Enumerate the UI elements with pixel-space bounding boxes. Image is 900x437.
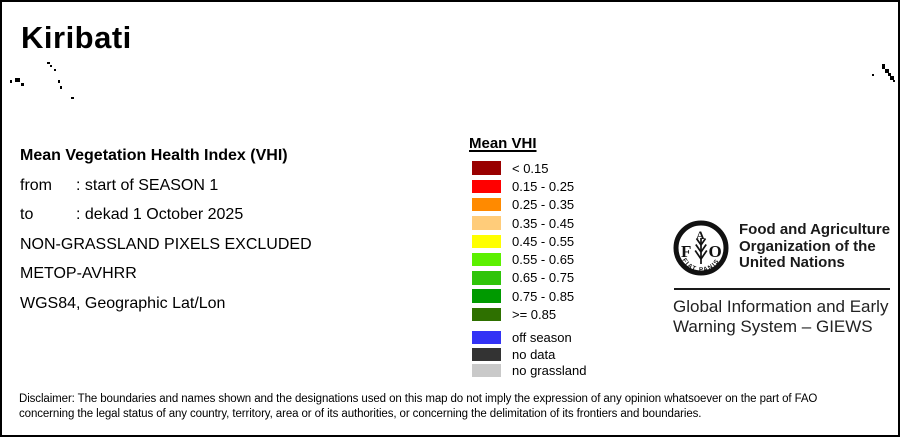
legend-swatch [472,252,501,267]
island-dot [890,76,894,80]
legend-label: 0.75 - 0.85 [512,288,575,304]
island-dot [10,80,12,83]
legend-label: 0.45 - 0.55 [512,233,575,249]
island-dot [60,86,62,89]
legend-swatch [472,179,501,194]
legend-class-rows: < 0.15 0.15 - 0.25 0.25 - 0.35 0.35 - 0.45 0… [472,159,586,324]
giews-line: Warning System – GIEWS [673,316,873,336]
legend-row: no grassland [472,362,586,378]
legend-label: no data [512,346,556,362]
fao-letter-o: O [709,242,722,261]
legend-label: 0.15 - 0.25 [512,178,575,194]
legend-label: >= 0.85 [512,307,557,323]
legend-swatch [472,234,501,249]
island-dot [47,62,50,64]
page-title: Kiribati [21,20,132,55]
legend-row: 0.55 - 0.65 [472,250,586,268]
vhi-heading: Mean Vegetation Health Index (VHI) [20,147,288,164]
island-dot [885,69,889,73]
island-dot [872,74,874,76]
island-dot [15,78,20,82]
legend-swatch [472,216,501,230]
from-value: : start of SEASON 1 [76,176,219,194]
island-dot [54,69,56,71]
legend-row: 0.25 - 0.35 [472,196,586,214]
legend-swatch [472,161,501,175]
giews-subtitle: Global Information and Early Warning Sys… [673,297,888,336]
island-dot [888,73,891,76]
wheat-icon [694,238,708,264]
vhi-legend: Mean VHI < 0.15 0.15 - 0.25 0.25 - 0.35 0.3… [469,135,586,379]
fao-logo-icon: F O A FIAT PANIS [673,220,729,276]
legend-title: Mean VHI [469,135,537,152]
fao-name-line: Food and Agriculture [739,221,891,238]
info-line-sensor: METOP-AVHRR [20,265,137,282]
map-info-block: Mean Vegetation Health Index (VHI) from:… [20,141,312,318]
fao-name-line: United Nations [739,254,845,271]
info-line-projection: WGS84, Geographic Lat/Lon [20,294,226,312]
island-dot [882,64,885,69]
info-row-from: from : start of SEASON 1 [20,171,312,201]
fao-letter-f: F [681,242,691,261]
legend-row: 0.15 - 0.25 [472,177,586,195]
fao-name-line: Organization of the [739,237,876,255]
legend-label: 0.35 - 0.45 [512,215,575,231]
legend-row: 0.35 - 0.45 [472,214,586,232]
legend-label: off season [512,330,572,346]
to-value: : dekad 1 October 2025 [76,206,244,223]
org-divider [674,288,890,290]
legend-swatch [472,364,501,378]
from-label: from [20,176,52,194]
legend-swatch [472,307,501,322]
island-dot [21,83,24,86]
island-dot [50,65,52,67]
legend-row: 0.75 - 0.85 [472,287,586,305]
legend-label: 0.65 - 0.75 [512,270,575,286]
fao-name: Food and Agriculture Organization of the… [739,221,891,272]
legend-row: off season [472,330,586,346]
island-dot [893,80,895,82]
island-dot [58,80,60,83]
disclaimer-line-2: concerning the legal status of any count… [19,407,702,420]
legend-swatch [472,271,501,285]
legend-swatch [472,331,501,345]
legend-row: 0.65 - 0.75 [472,269,586,287]
info-line-pixels: NON-GRASSLAND PIXELS EXCLUDED [20,235,312,253]
legend-status-rows: off season no data no grassland [472,330,586,379]
legend-row: no data [472,346,586,362]
to-label: to [20,206,34,223]
disclaimer: Disclaimer: The boundaries and names sho… [19,392,879,421]
legend-label: < 0.15 [512,160,549,176]
legend-row: 0.45 - 0.55 [472,232,586,250]
fao-letter-a: A [696,228,705,242]
legend-label: 0.25 - 0.35 [512,197,575,213]
disclaimer-line-1: Disclaimer: The boundaries and names sho… [19,393,818,405]
giews-line: Global Information and Early [673,297,889,316]
legend-swatch [472,197,501,212]
legend-row: >= 0.85 [472,305,586,323]
island-dot [71,97,74,99]
info-row-to: to : dekad 1 October 2025 [20,200,312,230]
legend-row: < 0.15 [472,159,586,177]
legend-label: 0.55 - 0.65 [512,252,575,268]
legend-swatch [472,347,501,361]
legend-swatch [472,289,501,303]
legend-label: no grassland [512,363,587,379]
